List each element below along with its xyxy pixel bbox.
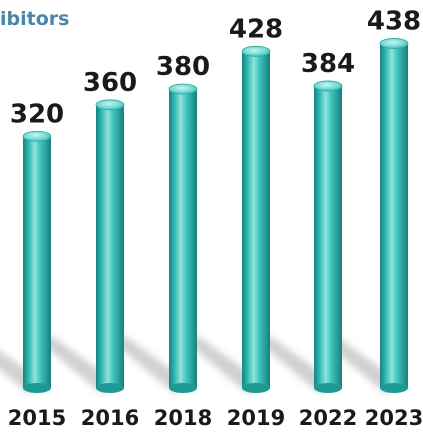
bar-base — [96, 383, 124, 393]
bar-cap — [95, 99, 125, 111]
year-label-2016: 2016 — [81, 406, 139, 430]
bar-base — [314, 383, 342, 393]
bar-body — [242, 51, 270, 388]
bar-body — [23, 136, 51, 388]
bar-body — [380, 43, 408, 388]
bar-body — [314, 85, 342, 389]
bar-cap — [22, 130, 52, 142]
bars-group — [22, 38, 409, 393]
value-label-2023: 438 — [367, 6, 421, 36]
value-label-2018: 380 — [156, 52, 210, 82]
value-labels-group: 320 360 380 428 384 438 — [10, 6, 421, 129]
year-label-2015: 2015 — [8, 406, 66, 430]
bar-base — [380, 383, 408, 393]
bar-2023 — [379, 38, 409, 393]
bar-2019 — [241, 45, 271, 393]
bar-2016 — [95, 99, 125, 393]
value-label-2015: 320 — [10, 99, 64, 129]
bar-cap — [379, 38, 409, 49]
year-label-2023: 2023 — [365, 406, 423, 430]
bar-cap — [168, 83, 198, 95]
bar-body — [96, 104, 124, 389]
bar-body — [169, 89, 197, 389]
bar-base — [242, 383, 270, 393]
bar-2018 — [168, 83, 198, 393]
chart-title: ibitors — [0, 8, 69, 30]
year-label-2018: 2018 — [154, 406, 212, 430]
value-label-2016: 360 — [83, 68, 137, 98]
bar-2015 — [22, 130, 52, 393]
year-label-2022: 2022 — [299, 406, 357, 430]
bar-2022 — [313, 80, 343, 393]
year-label-2019: 2019 — [227, 406, 285, 430]
bar-base — [169, 383, 197, 393]
bar-base — [23, 383, 51, 393]
value-label-2022: 384 — [301, 49, 355, 79]
value-label-2019: 428 — [229, 14, 283, 44]
bar-cap — [241, 45, 271, 57]
bar-cap — [313, 80, 343, 92]
x-axis-labels: 2015 2016 2018 2019 2022 2023 — [8, 406, 423, 430]
